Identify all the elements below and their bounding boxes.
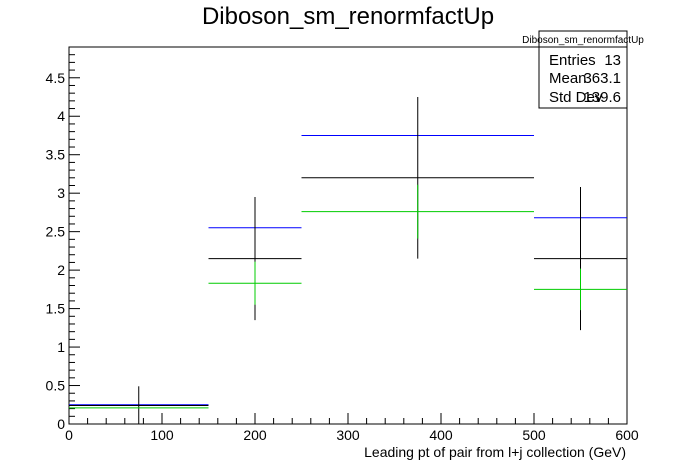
stats-mean-value: 363.1 <box>583 70 621 87</box>
y-tick-label: 4 <box>57 108 65 124</box>
x-tick-label: 400 <box>429 427 453 443</box>
stats-box-body <box>538 46 628 109</box>
x-tick-label: 0 <box>65 427 73 443</box>
x-tick-label: 300 <box>336 427 360 443</box>
y-tick-label: 2 <box>57 262 65 278</box>
stats-stddev-label: Std Dev <box>549 89 603 106</box>
y-tick-label: 0 <box>57 416 65 432</box>
stats-entries-label: Entries <box>549 52 596 69</box>
series-2 <box>69 184 627 409</box>
stats-box-name: Diboson_sm_renormfactUp <box>522 35 644 46</box>
data-series <box>69 97 627 424</box>
y-axis-ticks: 0 0.5 1 1.5 2 2.5 3 3.5 4 4.5 <box>46 46 80 432</box>
y-tick-label: 4.5 <box>46 70 66 86</box>
chart-title: Diboson_sm_renormfactUp <box>202 3 494 30</box>
x-tick-label: 500 <box>522 427 546 443</box>
x-axis-title: Leading pt of pair from l+j collection (… <box>364 444 626 460</box>
x-axis-ticks: 0 100 200 300 400 500 600 <box>65 413 639 443</box>
x-tick-label: 200 <box>243 427 267 443</box>
series-1 <box>69 97 627 424</box>
stats-entries-value: 13 <box>604 52 621 69</box>
stats-mean-label: Mean <box>549 70 587 87</box>
x-tick-label: 100 <box>150 427 174 443</box>
y-tick-label: 3.5 <box>46 147 66 163</box>
stats-stddev-value: 139.6 <box>583 89 621 106</box>
y-tick-label: 1.5 <box>46 301 66 317</box>
stats-box: Diboson_sm_renormfactUp Entries 13 Mean … <box>522 30 644 109</box>
y-tick-label: 1 <box>57 339 65 355</box>
y-tick-label: 2.5 <box>46 224 66 240</box>
x-tick-label: 600 <box>615 427 639 443</box>
y-tick-label: 3 <box>57 185 65 201</box>
y-tick-label: 0.5 <box>46 378 66 394</box>
series-0 <box>69 134 627 406</box>
